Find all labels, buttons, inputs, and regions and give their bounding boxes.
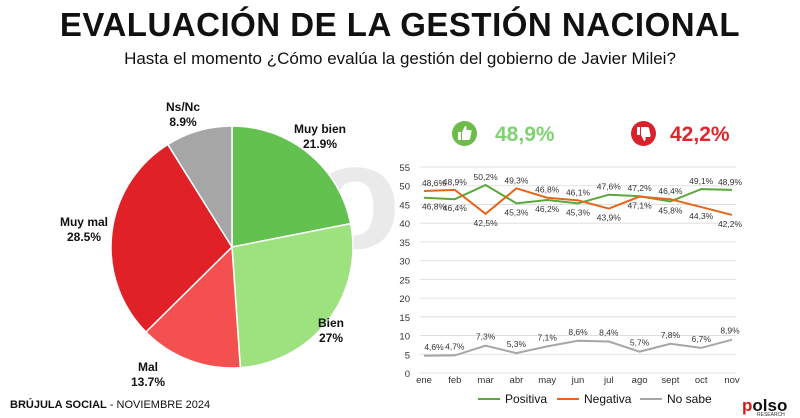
data-label: 48,9% (718, 177, 743, 187)
data-label: 42,2% (718, 219, 743, 229)
data-label: 4,7% (445, 341, 465, 351)
data-label: 49,3% (504, 175, 529, 185)
pie-value-label: 13.7% (131, 375, 165, 389)
data-label: 46,4% (443, 203, 468, 213)
data-label: 8,9% (720, 326, 740, 336)
x-tick-label: jun (571, 375, 585, 386)
pie-value-label: 28.5% (67, 230, 101, 244)
y-tick-label: 50 (399, 182, 410, 193)
page-subtitle: Hasta el momento ¿Cómo evalúa la gestión… (124, 49, 676, 68)
kpi-positive: 48,9% (495, 123, 555, 146)
x-tick-label: ago (632, 375, 648, 386)
logo-accent: p (742, 396, 753, 415)
pie-label: Muy bien (294, 122, 346, 136)
data-label: 46,8% (535, 185, 560, 195)
legend-item-positiva: Positiva (478, 392, 547, 406)
data-label: 44,3% (689, 211, 714, 221)
y-tick-label: 25 (399, 275, 410, 286)
pie-slice-muy-bien (231, 125, 352, 248)
logo-tag: RESEARCH (757, 412, 785, 418)
footer-brand: BRÚJULA SOCIAL (10, 399, 107, 411)
legend-label: Positiva (505, 392, 548, 406)
data-label: 50,2% (474, 172, 499, 182)
x-tick-label: nov (724, 375, 740, 386)
legend-swatch (478, 398, 500, 400)
footer-credit: BRÚJULA SOCIAL - NOVIEMBRE 2024 (10, 399, 210, 411)
thumbs-down-icon (631, 121, 656, 146)
data-label: 45,8% (658, 205, 683, 215)
data-label: 47,1% (628, 201, 653, 211)
data-label: 46,4% (658, 186, 683, 196)
y-tick-label: 5 (405, 350, 410, 361)
x-tick-label: oct (695, 375, 708, 386)
page-title: EVALUACIÓN DE LA GESTIÓN NACIONAL (59, 6, 741, 43)
legend-swatch (640, 398, 662, 400)
series-line-no-sabe (423, 338, 733, 357)
data-label: 7,1% (538, 332, 558, 342)
data-label: 48,6% (422, 178, 447, 188)
y-tick-label: 20 (399, 294, 410, 305)
data-label: 47,6% (597, 182, 622, 192)
data-label: 46,8% (422, 202, 447, 212)
x-tick-label: feb (448, 375, 461, 386)
pie-value-label: 21.9% (303, 137, 337, 151)
y-tick-label: 40 (399, 219, 410, 230)
data-label: 8,4% (599, 328, 619, 338)
y-tick-label: 15 (399, 313, 410, 324)
data-label: 48,9% (443, 177, 468, 187)
data-label: 8,6% (568, 327, 588, 337)
logo-rest: olso (752, 396, 788, 415)
pie-value-label: 27% (319, 331, 343, 345)
pie-label: Muy mal (60, 215, 108, 229)
data-label: 47,2% (628, 183, 653, 193)
footer-date: - NOVIEMBRE 2024 (109, 399, 211, 411)
series-line-positiva (423, 183, 733, 205)
thumbs-up-icon (452, 121, 477, 146)
data-label: 45,3% (504, 207, 529, 217)
data-label: 5,7% (630, 338, 650, 348)
data-label: 7,8% (661, 330, 681, 340)
kpi-negative: 42,2% (670, 123, 730, 146)
x-tick-label: abr (510, 375, 524, 386)
pie-value-label: 8.9% (169, 115, 197, 129)
x-tick-label: jul (603, 375, 614, 386)
pie-slice-ns-nc (166, 125, 233, 250)
pie-slice-muy-mal (110, 143, 233, 334)
pie-slice-bien (231, 222, 354, 369)
data-label: 4,6% (424, 342, 444, 352)
data-label: 42,5% (474, 218, 499, 228)
y-tick-label: 45 (399, 200, 410, 211)
data-label: 46,1% (566, 187, 591, 197)
data-label: 6,7% (692, 334, 712, 344)
pie-label: Bien (318, 316, 344, 330)
data-label: 49,1% (689, 176, 714, 186)
data-label: 46,2% (535, 204, 560, 214)
y-tick-label: 0 (405, 369, 410, 380)
y-tick-label: 30 (399, 257, 410, 268)
series-line-negativa (423, 187, 733, 216)
brand-logo: polso (742, 396, 787, 416)
legend-label: Negativa (584, 392, 632, 406)
data-label: 7,3% (476, 332, 496, 342)
y-tick-label: 10 (399, 332, 410, 343)
y-tick-label: 35 (399, 238, 410, 249)
x-tick-label: may (538, 375, 556, 386)
pie-slice-mal (144, 245, 242, 369)
x-tick-label: ene (416, 375, 432, 386)
data-label: 43,9% (597, 213, 622, 223)
legend-swatch (557, 398, 579, 400)
x-tick-label: sept (661, 375, 679, 386)
legend-item-no-sabe: No sabe (640, 392, 712, 406)
legend-label: No sabe (667, 392, 712, 406)
data-label: 45,3% (566, 207, 591, 217)
pie-label: Ns/Nc (166, 100, 200, 114)
legend-item-negativa: Negativa (557, 392, 631, 406)
x-tick-label: mar (477, 375, 493, 386)
y-tick-label: 55 (399, 163, 410, 174)
pie-label: Mal (138, 360, 158, 374)
data-label: 5,3% (507, 339, 527, 349)
